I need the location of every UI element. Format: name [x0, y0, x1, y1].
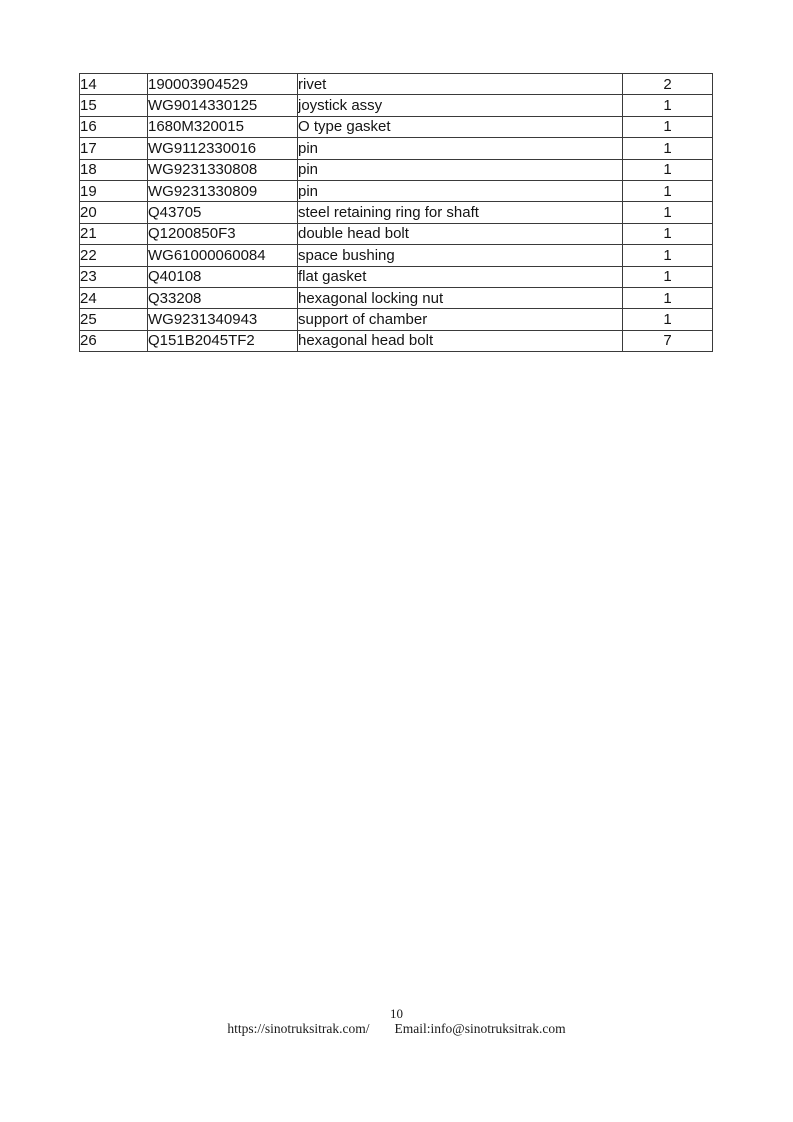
parts-table: 14 190003904529 rivet 2 15 WG9014330125 … [79, 72, 713, 353]
cell-quantity: 1 [622, 201, 713, 224]
cell-item-number: 18 [79, 158, 148, 181]
table-row: 22 WG61000060084 space bushing 1 [79, 244, 713, 267]
table-row: 20 Q43705 steel retaining ring for shaft… [79, 201, 713, 224]
cell-quantity: 1 [622, 308, 713, 331]
footer-url[interactable]: https://sinotruksitrak.com/ [227, 1021, 370, 1036]
cell-quantity: 1 [622, 115, 713, 139]
cell-part-number: WG9231330808 [147, 158, 298, 181]
cell-part-number: 190003904529 [147, 72, 298, 96]
cell-part-number: WG9112330016 [147, 137, 298, 160]
cell-item-number: 17 [79, 137, 148, 160]
parts-table-body: 14 190003904529 rivet 2 15 WG9014330125 … [79, 72, 713, 353]
table-row: 21 Q1200850F3 double head bolt 1 [79, 222, 713, 246]
cell-description: space bushing [297, 244, 623, 267]
page-number: 10 [390, 1006, 403, 1021]
table-row: 17 WG9112330016 pin 1 [79, 137, 713, 160]
cell-part-number: 1680M320015 [147, 115, 298, 139]
cell-quantity: 1 [622, 222, 713, 246]
table-row: 25 WG9231340943 support of chamber 1 [79, 308, 713, 331]
table-row: 24 Q33208 hexagonal locking nut 1 [79, 286, 713, 310]
cell-description: flat gasket [297, 265, 623, 288]
cell-part-number: Q43705 [147, 201, 298, 224]
table-row: 19 WG9231330809 pin 1 [79, 179, 713, 203]
cell-item-number: 15 [79, 94, 148, 117]
cell-description: hexagonal locking nut [297, 286, 623, 310]
table-row: 16 1680M320015 O type gasket 1 [79, 115, 713, 139]
cell-part-number: WG9231340943 [147, 308, 298, 331]
cell-item-number: 21 [79, 222, 148, 246]
cell-quantity: 1 [622, 265, 713, 288]
cell-quantity: 1 [622, 94, 713, 117]
page-footer: https://sinotruksitrak.com/ Email:info@s… [0, 1021, 793, 1037]
cell-part-number: Q33208 [147, 286, 298, 310]
cell-description: pin [297, 179, 623, 203]
cell-description: joystick assy [297, 94, 623, 117]
table-row: 26 Q151B2045TF2 hexagonal head bolt 7 [79, 329, 713, 353]
table-row: 23 Q40108 flat gasket 1 [79, 265, 713, 288]
cell-description: hexagonal head bolt [297, 329, 623, 353]
cell-quantity: 1 [622, 179, 713, 203]
cell-description: rivet [297, 72, 623, 96]
footer-email[interactable]: Email:info@sinotruksitrak.com [394, 1021, 566, 1036]
cell-part-number: WG9014330125 [147, 94, 298, 117]
cell-part-number: Q40108 [147, 265, 298, 288]
cell-description: pin [297, 158, 623, 181]
cell-quantity: 2 [622, 72, 713, 96]
cell-part-number: WG61000060084 [147, 244, 298, 267]
cell-description: O type gasket [297, 115, 623, 139]
cell-description: pin [297, 137, 623, 160]
cell-quantity: 7 [622, 329, 713, 353]
cell-item-number: 22 [79, 244, 148, 267]
table-row: 18 WG9231330808 pin 1 [79, 158, 713, 181]
cell-part-number: Q1200850F3 [147, 222, 298, 246]
cell-item-number: 25 [79, 308, 148, 331]
cell-quantity: 1 [622, 244, 713, 267]
table-row: 14 190003904529 rivet 2 [79, 72, 713, 96]
cell-part-number: WG9231330809 [147, 179, 298, 203]
cell-description: steel retaining ring for shaft [297, 201, 623, 224]
cell-item-number: 14 [79, 72, 148, 96]
cell-quantity: 1 [622, 137, 713, 160]
cell-quantity: 1 [622, 158, 713, 181]
cell-item-number: 16 [79, 115, 148, 139]
cell-part-number: Q151B2045TF2 [147, 329, 298, 353]
cell-item-number: 20 [79, 201, 148, 224]
cell-quantity: 1 [622, 286, 713, 310]
cell-item-number: 19 [79, 179, 148, 203]
cell-description: double head bolt [297, 222, 623, 246]
cell-description: support of chamber [297, 308, 623, 331]
table-row: 15 WG9014330125 joystick assy 1 [79, 94, 713, 117]
cell-item-number: 23 [79, 265, 148, 288]
cell-item-number: 24 [79, 286, 148, 310]
cell-item-number: 26 [79, 329, 148, 353]
